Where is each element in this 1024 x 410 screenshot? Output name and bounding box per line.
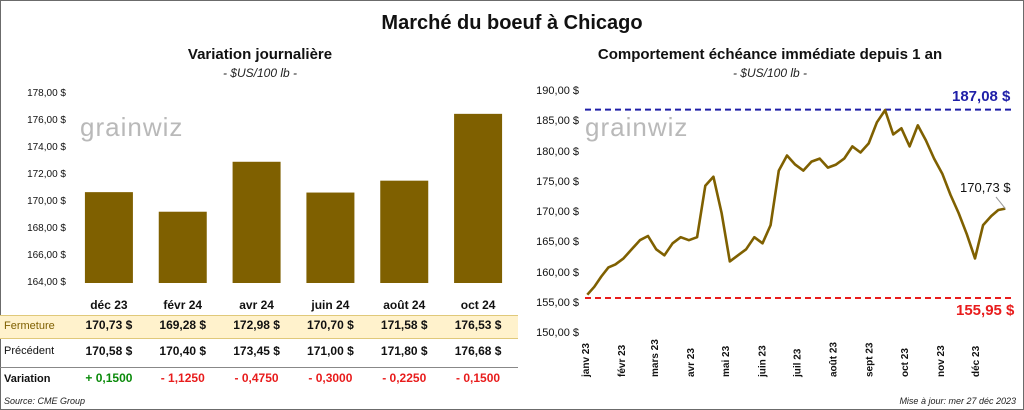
cell-variation: - 0,3000: [308, 371, 353, 385]
x-tick-label: avr 23: [686, 348, 697, 377]
cell-precedent: 170,58 $: [85, 344, 133, 358]
x-tick-label: mai 23: [721, 345, 732, 377]
y-tick-label: 185,00 $: [536, 115, 579, 128]
y-tick-label: 150,00 $: [536, 327, 579, 339]
left-panel-title: Variation journalière: [187, 46, 333, 63]
y-tick-label: 164,00 $: [27, 277, 66, 288]
left-panel-unit: - $US/100 lb -: [222, 66, 298, 80]
cell-variation: - 0,2250: [382, 371, 427, 385]
x-tick-label: mars 23: [650, 339, 661, 377]
cell-fermeture: 169,28 $: [159, 318, 207, 332]
cell-variation: - 1,1250: [160, 371, 205, 385]
page-title: Marché du boeuf à Chicago: [381, 12, 643, 34]
cell-fermeture: 170,73 $: [85, 318, 133, 332]
low-value-label: 155,95 $: [956, 302, 1015, 319]
x-tick-label: juil 23: [792, 348, 803, 378]
x-tick-label: oct 24: [460, 298, 496, 312]
price-series-line: [586, 108, 1006, 296]
cell-fermeture: 172,98 $: [233, 318, 280, 332]
y-tick-label: 172,00 $: [27, 169, 66, 180]
x-tick-label: févr 23: [617, 344, 628, 377]
source-note: Source: CME Group: [4, 396, 86, 406]
x-tick-label: août 23: [829, 342, 840, 377]
x-tick-label: sept 23: [865, 342, 876, 377]
bar-1: [158, 211, 207, 283]
y-tick-label: 155,00 $: [536, 296, 579, 309]
y-tick-label: 160,00 $: [536, 266, 579, 279]
right-panel-title: Comportement échéance immédiate depuis 1…: [597, 46, 943, 63]
y-tick-label: 176,00 $: [27, 115, 66, 126]
label-precedent: Précédent: [4, 345, 55, 357]
bar-chart: [84, 113, 503, 283]
y-tick-label: 178,00 $: [27, 88, 66, 99]
x-tick-label: févr 24: [163, 298, 203, 312]
y-tick-label: 170,00 $: [536, 206, 579, 218]
cell-variation: + 0,1500: [85, 371, 133, 385]
row-fermeture: Fermeture: [0, 315, 518, 339]
x-tick-label: juin 24: [311, 298, 350, 312]
x-tick-label: avr 24: [239, 298, 274, 312]
bar-5: [454, 113, 503, 283]
row-variation: Variation: [0, 367, 518, 390]
high-value-label: 187,08 $: [952, 88, 1011, 105]
cell-precedent: 173,45 $: [233, 344, 280, 358]
bar-0: [84, 192, 133, 283]
y-tick-label: 168,00 $: [27, 223, 66, 234]
last-value-leader: [995, 196, 1006, 209]
cell-fermeture: 170,70 $: [307, 318, 354, 332]
bar-4: [380, 180, 429, 283]
y-tick-label: 170,00 $: [27, 196, 66, 207]
cell-precedent: 171,00 $: [307, 344, 354, 358]
cell-precedent: 176,68 $: [454, 344, 502, 358]
y-tick-label: 190,00 $: [536, 85, 579, 97]
x-tick-label: juin 23: [757, 345, 768, 378]
cell-variation: - 0,1500: [456, 371, 501, 385]
right-watermark: grainwiz: [585, 112, 689, 142]
cell-fermeture: 176,53 $: [454, 318, 502, 332]
row-precedent: Précédent: [0, 341, 518, 363]
y-tick-label: 174,00 $: [27, 142, 66, 153]
x-tick-label: nov 23: [936, 345, 947, 377]
label-fermeture: Fermeture: [4, 320, 55, 332]
y-tick-label: 165,00 $: [536, 236, 579, 249]
x-tick-label: janv 23: [581, 343, 592, 378]
cell-variation: - 0,4750: [234, 371, 279, 385]
x-tick-label: août 24: [383, 298, 426, 312]
y-tick-label: 166,00 $: [27, 250, 66, 261]
x-tick-label: déc 23: [971, 345, 982, 377]
label-variation: Variation: [4, 373, 51, 385]
x-tick-label: oct 23: [900, 348, 911, 377]
x-tick-label: déc 23: [90, 298, 128, 312]
cell-precedent: 171,80 $: [380, 344, 428, 358]
cell-precedent: 170,40 $: [159, 344, 207, 358]
cell-fermeture: 171,58 $: [380, 318, 428, 332]
right-panel-unit: - $US/100 lb -: [732, 66, 808, 80]
left-watermark: grainwiz: [80, 112, 184, 142]
bar-3: [306, 192, 355, 283]
y-tick-label: 180,00 $: [536, 145, 579, 158]
update-note: Mise à jour: mer 27 déc 2023: [899, 396, 1016, 406]
bar-2: [232, 161, 281, 283]
last-value-label: 170,73 $: [960, 180, 1011, 195]
y-tick-label: 175,00 $: [536, 175, 579, 188]
